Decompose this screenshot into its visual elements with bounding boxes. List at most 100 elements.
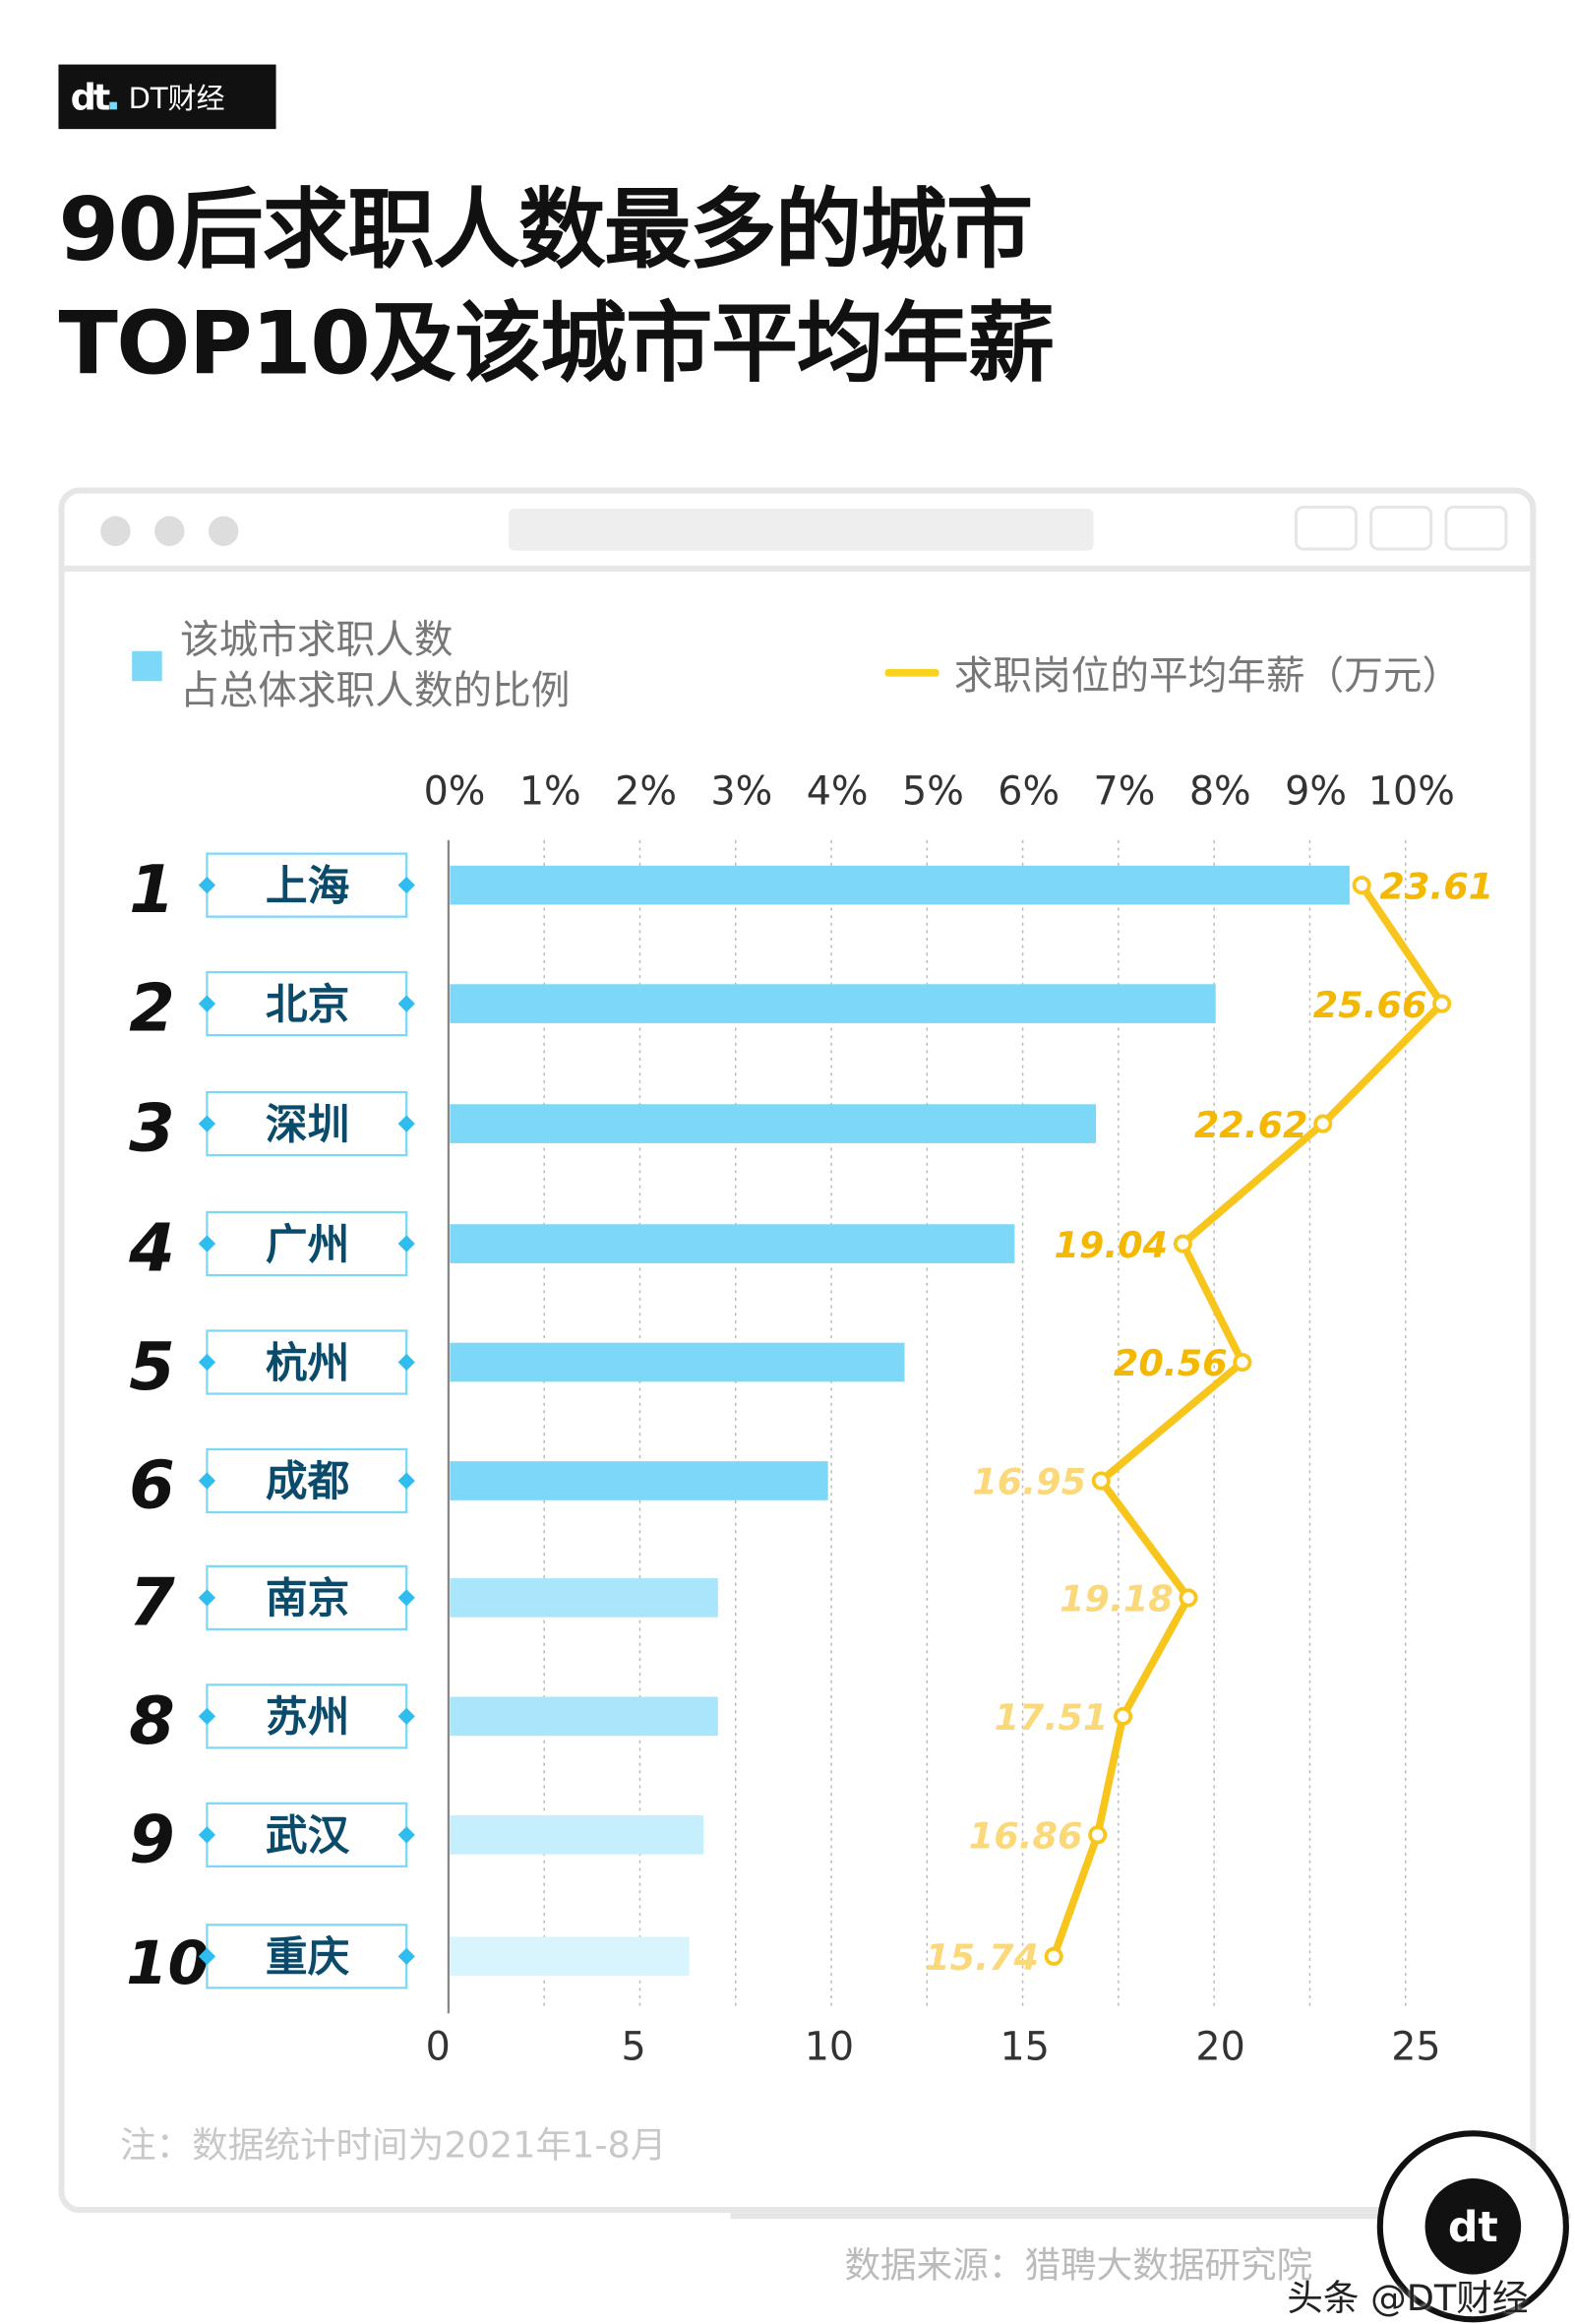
bottom-tick-label: 20 bbox=[1195, 2025, 1244, 2070]
city-name: 北京 bbox=[266, 980, 349, 1029]
top-tick-label: 2% bbox=[615, 768, 677, 814]
city-label-box bbox=[206, 852, 408, 918]
bottom-tick-label: 10 bbox=[805, 2025, 854, 2070]
diamond-icon bbox=[198, 1115, 216, 1132]
city-name: 苏州 bbox=[266, 1693, 349, 1743]
legend-line: 求职岗位的平均年薪（万元） bbox=[884, 645, 1462, 701]
maximize-icon bbox=[208, 516, 239, 547]
salary-label: 16.86 bbox=[969, 1815, 1083, 1858]
city-label-box bbox=[206, 1090, 408, 1157]
top-tick-label: 7% bbox=[1094, 768, 1156, 814]
city-name: 杭州 bbox=[266, 1339, 349, 1388]
top-tick-label: 9% bbox=[1285, 768, 1347, 814]
top-tick-label: 5% bbox=[902, 768, 964, 814]
legend-line-swatch bbox=[884, 669, 939, 677]
rank-number: 8 bbox=[129, 1682, 175, 1759]
bar bbox=[450, 1696, 718, 1737]
diamond-icon bbox=[198, 995, 216, 1012]
salary-point bbox=[1313, 1114, 1333, 1133]
bottom-tick-label: 25 bbox=[1391, 2025, 1440, 2070]
title-line-1: 90后求职人数最多的城市 bbox=[58, 178, 1033, 281]
salary-line bbox=[1050, 883, 1446, 1958]
bar bbox=[450, 865, 1350, 905]
bottom-tick-label: 5 bbox=[621, 2025, 645, 2070]
salary-label: 19.04 bbox=[1054, 1224, 1168, 1266]
page-title: 90后求职人数最多的城市 TOP10及该城市平均年薪 bbox=[58, 172, 1055, 400]
dt-logo-icon: dt bbox=[71, 76, 117, 118]
record-icon bbox=[1294, 505, 1358, 551]
diamond-icon bbox=[198, 877, 216, 894]
diamond-icon bbox=[397, 1115, 415, 1132]
city-name: 广州 bbox=[266, 1220, 349, 1269]
top-tick-label: 3% bbox=[710, 768, 772, 814]
salary-point bbox=[1179, 1588, 1198, 1608]
city-name: 南京 bbox=[266, 1574, 349, 1623]
city-label-box bbox=[206, 1924, 408, 1989]
browser-window-frame bbox=[58, 487, 1537, 2214]
city-label-box bbox=[206, 1564, 408, 1631]
top-tick-label: 10% bbox=[1368, 768, 1455, 814]
city-label-box bbox=[206, 1210, 408, 1277]
city-label-box bbox=[206, 1329, 408, 1395]
salary-point bbox=[1432, 994, 1452, 1013]
top-tick-label: 6% bbox=[998, 768, 1060, 814]
minimize-icon bbox=[154, 516, 185, 547]
legend-bar: 该城市求职人数占总体求职人数的比例 bbox=[132, 615, 570, 717]
rank-number: 6 bbox=[129, 1446, 175, 1523]
salary-label: 17.51 bbox=[995, 1696, 1109, 1739]
rank-number: 2 bbox=[129, 970, 175, 1047]
bar bbox=[450, 1578, 718, 1618]
bar bbox=[450, 1342, 905, 1382]
top-tick-label: 4% bbox=[807, 768, 869, 814]
bar bbox=[450, 984, 1216, 1023]
salary-label: 22.62 bbox=[1194, 1104, 1308, 1146]
rank-number: 1 bbox=[129, 851, 175, 928]
salary-label: 20.56 bbox=[1114, 1342, 1228, 1384]
bar bbox=[450, 1461, 828, 1500]
salary-point bbox=[1044, 1946, 1063, 1966]
city-name: 深圳 bbox=[266, 1100, 349, 1149]
city-label-box bbox=[206, 970, 408, 1037]
city-label-box bbox=[206, 1802, 408, 1867]
diamond-icon bbox=[397, 1472, 415, 1490]
rank-number: 9 bbox=[129, 1801, 175, 1877]
city-name: 重庆 bbox=[266, 1933, 350, 1983]
rank-number: 4 bbox=[128, 1210, 175, 1287]
legend-line-label: 求职岗位的平均年薪（万元） bbox=[953, 653, 1462, 700]
brand-name: DT财经 bbox=[128, 82, 225, 116]
salary-label: 16.95 bbox=[972, 1461, 1086, 1503]
rank-number: 3 bbox=[129, 1090, 175, 1167]
share-icon bbox=[1369, 505, 1433, 551]
bar bbox=[450, 1815, 704, 1855]
top-tick-label: 0% bbox=[424, 768, 486, 814]
title-line-2: TOP10及该城市平均年薪 bbox=[58, 292, 1055, 396]
bar bbox=[450, 1224, 1015, 1263]
credit: 头条 @DT财经 bbox=[1287, 2277, 1529, 2320]
legend-bar-label-2: 占总体求职人数的比例 bbox=[179, 669, 571, 714]
legend-bar-swatch bbox=[132, 650, 162, 682]
salary-point bbox=[1091, 1471, 1111, 1491]
top-tick-label: 1% bbox=[519, 768, 581, 814]
dt-badge: dt bbox=[1376, 2130, 1569, 2323]
city-name: 成都 bbox=[266, 1457, 349, 1506]
close-icon bbox=[100, 516, 131, 547]
diamond-icon bbox=[198, 1472, 216, 1490]
top-tick-label: 8% bbox=[1189, 768, 1251, 814]
salary-label: 25.66 bbox=[1313, 984, 1427, 1026]
dt-logo-icon: dt bbox=[1424, 2178, 1522, 2275]
rank-number: 7 bbox=[129, 1563, 175, 1640]
city-name: 上海 bbox=[266, 862, 349, 911]
salary-label: 23.61 bbox=[1379, 865, 1493, 907]
salary-point bbox=[1173, 1234, 1192, 1254]
rank-number: 10 bbox=[126, 1928, 210, 1998]
rank-number: 5 bbox=[129, 1328, 175, 1405]
diamond-icon bbox=[397, 877, 415, 894]
legend-bar-label-1: 该城市求职人数 bbox=[179, 618, 454, 663]
data-source: 数据来源：猎聘大数据研究院 bbox=[844, 2244, 1313, 2287]
salary-point bbox=[1233, 1352, 1252, 1373]
salary-label: 15.74 bbox=[925, 1936, 1039, 1979]
footer-tab bbox=[730, 2213, 1571, 2318]
city-name: 武汉 bbox=[266, 1811, 350, 1861]
